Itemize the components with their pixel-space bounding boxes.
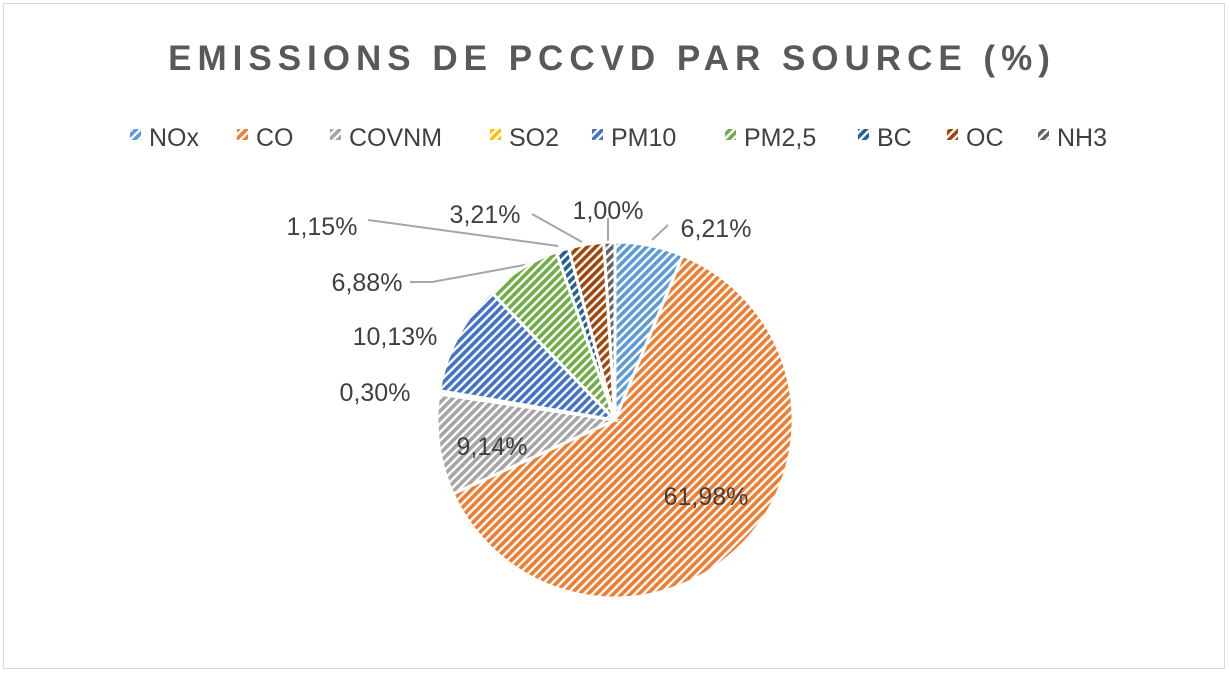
leader-line-oc [531, 213, 583, 243]
legend-label-so2: SO2 [509, 124, 559, 152]
legend-swatch-so2 [490, 129, 501, 140]
leader-line-bc [367, 219, 559, 247]
legend: NOx CO COVNM SO2 PM10 PM2,5 BC OC NH3 [130, 124, 1107, 152]
pie-slices [435, 240, 795, 600]
data-label-nox: 6,21% [681, 215, 752, 243]
legend-item-pm2-5: PM2,5 [725, 124, 816, 152]
pie-slice-pm10 [437, 289, 620, 423]
legend-swatch-bc [858, 129, 869, 140]
legend-label-co: CO [256, 124, 294, 152]
legend-label-nh3: NH3 [1057, 124, 1107, 152]
data-label-nh3: 1,00% [573, 197, 644, 225]
legend-label-covnm: COVNM [349, 124, 442, 152]
data-label-oc: 3,21% [450, 201, 521, 229]
legend-label-oc: OC [966, 124, 1004, 152]
chart-title: EMISSIONS DE PCCVD PAR SOURCE (%) [168, 39, 1056, 78]
legend-item-co: CO [237, 124, 294, 152]
legend-swatch-pm10 [592, 129, 603, 140]
data-label-covnm: 9,14% [457, 433, 528, 461]
legend-label-pm10: PM10 [611, 124, 676, 152]
legend-item-bc: BC [858, 124, 912, 152]
legend-item-nox: NOx [130, 124, 200, 152]
pie-slice-co [451, 253, 795, 600]
legend-item-so2: SO2 [490, 124, 559, 152]
legend-label-nox: NOx [149, 124, 200, 152]
pie-slice-nh3 [602, 240, 617, 421]
legend-swatch-nox [130, 129, 141, 140]
data-label-pm10: 10,13% [353, 323, 438, 351]
legend-label-pm2-5: PM2,5 [744, 124, 816, 152]
legend-swatch-oc [947, 129, 958, 140]
legend-item-nh3: NH3 [1038, 124, 1107, 152]
pie-slice-covnm [435, 392, 621, 496]
legend-item-pm10: PM10 [592, 124, 676, 152]
leader-lines [367, 213, 669, 283]
legend-swatch-co [237, 129, 248, 140]
data-labels: 6,21% 61,98% 9,14% 0,30% 10,13% 6,88% 1,15% 3,2… [287, 197, 752, 511]
data-label-pm2-5: 6,88% [332, 269, 403, 297]
leader-line-pm2-5 [410, 263, 531, 283]
leader-line-nox [651, 224, 669, 241]
data-label-so2: 0,30% [340, 379, 411, 407]
data-label-co: 61,98% [664, 483, 749, 511]
data-label-bc: 1,15% [287, 213, 358, 241]
legend-swatch-nh3 [1038, 129, 1049, 140]
legend-item-covnm: COVNM [330, 124, 442, 152]
legend-swatch-covnm [330, 129, 341, 140]
legend-swatch-pm2-5 [725, 129, 736, 140]
legend-label-bc: BC [877, 124, 912, 152]
legend-item-oc: OC [947, 124, 1004, 152]
